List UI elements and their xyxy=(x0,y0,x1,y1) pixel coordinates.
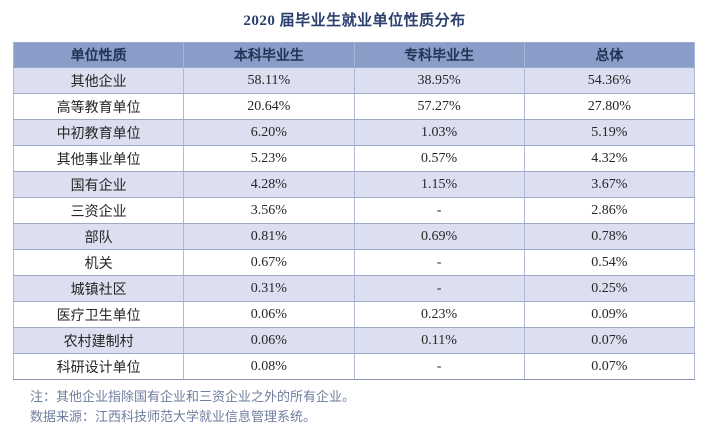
cell-undergraduate: 4.28% xyxy=(183,171,355,198)
cell-undergraduate: 3.56% xyxy=(183,197,355,224)
table-row: 科研设计单位 0.08% - 0.07% xyxy=(12,353,696,380)
cell-overall: 0.07% xyxy=(523,327,696,354)
cell-unit-nature: 高等教育单位 xyxy=(12,93,185,120)
cell-junior-college: 0.11% xyxy=(353,327,525,354)
table-row: 高等教育单位 20.64% 57.27% 27.80% xyxy=(12,93,696,120)
cell-undergraduate: 0.06% xyxy=(183,327,355,354)
cell-junior-college: 0.57% xyxy=(353,145,525,172)
table-header: 单位性质 本科毕业生 专科毕业生 总体 xyxy=(12,42,696,68)
cell-junior-college: - xyxy=(353,275,525,302)
cell-unit-nature: 城镇社区 xyxy=(12,275,185,302)
cell-unit-nature: 三资企业 xyxy=(12,197,185,224)
header-cell-junior-college: 专科毕业生 xyxy=(353,42,525,68)
cell-overall: 0.78% xyxy=(523,223,696,250)
header-row: 单位性质 本科毕业生 专科毕业生 总体 xyxy=(12,42,696,68)
cell-undergraduate: 20.64% xyxy=(183,93,355,120)
cell-overall: 0.07% xyxy=(523,353,696,380)
cell-junior-college: 0.23% xyxy=(353,301,525,328)
note-definition: 注：其他企业指除国有企业和三资企业之外的所有企业。 xyxy=(30,389,356,404)
cell-overall: 27.80% xyxy=(523,93,696,120)
cell-junior-college: - xyxy=(353,353,525,380)
cell-overall: 2.86% xyxy=(523,197,696,224)
cell-undergraduate: 5.23% xyxy=(183,145,355,172)
table-row: 国有企业 4.28% 1.15% 3.67% xyxy=(12,171,696,198)
cell-undergraduate: 0.67% xyxy=(183,249,355,276)
cell-junior-college: 1.15% xyxy=(353,171,525,198)
cell-junior-college: 38.95% xyxy=(353,67,525,94)
cell-undergraduate: 0.06% xyxy=(183,301,355,328)
cell-overall: 54.36% xyxy=(523,67,696,94)
cell-undergraduate: 6.20% xyxy=(183,119,355,146)
cell-undergraduate: 0.08% xyxy=(183,353,355,380)
cell-unit-nature: 医疗卫生单位 xyxy=(12,301,185,328)
cell-unit-nature: 农村建制村 xyxy=(12,327,185,354)
cell-undergraduate: 58.11% xyxy=(183,67,355,94)
cell-unit-nature: 中初教育单位 xyxy=(12,119,185,146)
table-row: 其他企业 58.11% 38.95% 54.36% xyxy=(12,67,696,94)
table-body: 其他企业 58.11% 38.95% 54.36% 高等教育单位 20.64% … xyxy=(12,67,696,380)
table-row: 城镇社区 0.31% - 0.25% xyxy=(12,275,696,302)
cell-overall: 0.09% xyxy=(523,301,696,328)
table-row: 三资企业 3.56% - 2.86% xyxy=(12,197,696,224)
cell-junior-college: - xyxy=(353,197,525,224)
cell-overall: 0.54% xyxy=(523,249,696,276)
cell-unit-nature: 部队 xyxy=(12,223,185,250)
employment-distribution-table: 单位性质 本科毕业生 专科毕业生 总体 其他企业 58.11% 38.95% 5… xyxy=(12,42,696,380)
cell-unit-nature: 国有企业 xyxy=(12,171,185,198)
header-cell-undergraduate: 本科毕业生 xyxy=(183,42,355,68)
cell-undergraduate: 0.81% xyxy=(183,223,355,250)
cell-junior-college: 0.69% xyxy=(353,223,525,250)
cell-overall: 5.19% xyxy=(523,119,696,146)
cell-junior-college: 57.27% xyxy=(353,93,525,120)
cell-overall: 4.32% xyxy=(523,145,696,172)
cell-unit-nature: 机关 xyxy=(12,249,185,276)
cell-overall: 3.67% xyxy=(523,171,696,198)
cell-overall: 0.25% xyxy=(523,275,696,302)
table-title: 2020 届毕业生就业单位性质分布 xyxy=(243,13,466,29)
header-cell-overall: 总体 xyxy=(523,42,696,68)
cell-unit-nature: 其他事业单位 xyxy=(12,145,185,172)
table-row: 医疗卫生单位 0.06% 0.23% 0.09% xyxy=(12,301,696,328)
table-row: 农村建制村 0.06% 0.11% 0.07% xyxy=(12,327,696,354)
cell-unit-nature: 其他企业 xyxy=(12,67,185,94)
cell-undergraduate: 0.31% xyxy=(183,275,355,302)
note-data-source: 数据来源：江西科技师范大学就业信息管理系统。 xyxy=(30,409,317,424)
table-row: 中初教育单位 6.20% 1.03% 5.19% xyxy=(12,119,696,146)
header-cell-unit-nature: 单位性质 xyxy=(12,42,185,68)
table-row: 机关 0.67% - 0.54% xyxy=(12,249,696,276)
table-row: 部队 0.81% 0.69% 0.78% xyxy=(12,223,696,250)
table-row: 其他事业单位 5.23% 0.57% 4.32% xyxy=(12,145,696,172)
cell-junior-college: 1.03% xyxy=(353,119,525,146)
notes-block: 注：其他企业指除国有企业和三资企业之外的所有企业。 数据来源：江西科技师范大学就… xyxy=(30,390,709,424)
cell-unit-nature: 科研设计单位 xyxy=(12,353,185,380)
cell-junior-college: - xyxy=(353,249,525,276)
